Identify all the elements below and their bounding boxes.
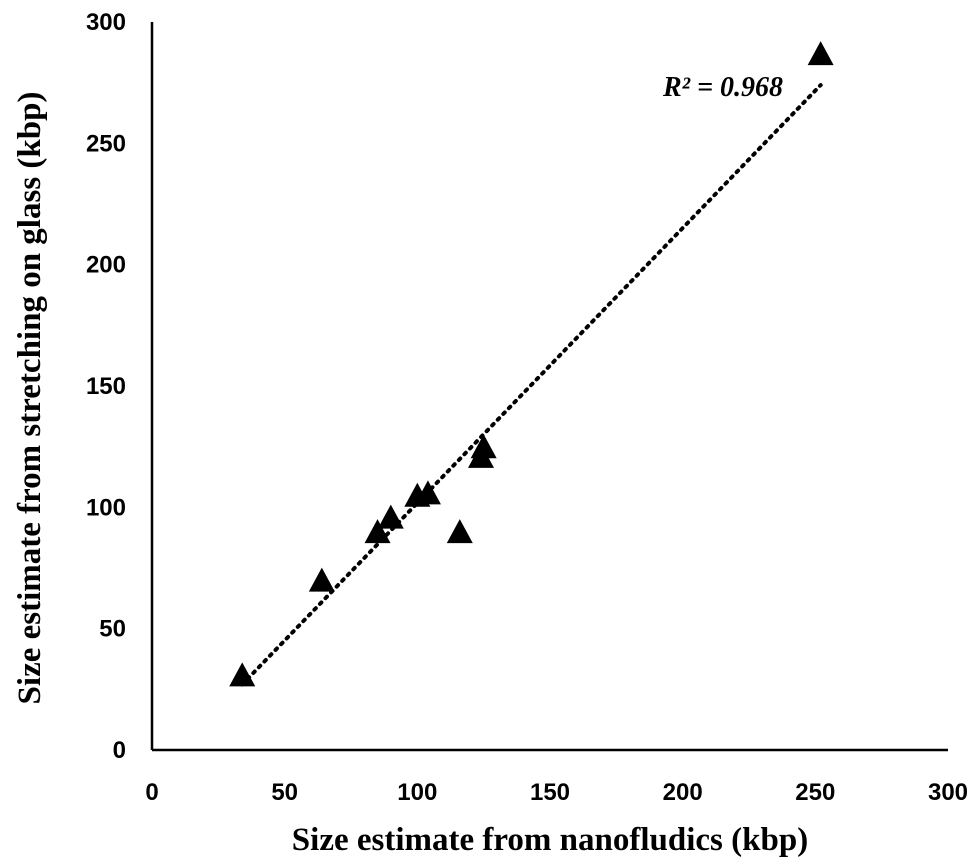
- data-point-triangle: [414, 480, 441, 505]
- y-tick-label: 200: [86, 252, 126, 279]
- data-point-triangle: [807, 41, 834, 66]
- data-point-triangle: [470, 434, 497, 459]
- x-tick-label: 250: [795, 779, 835, 806]
- y-tick-label: 150: [86, 373, 126, 400]
- y-tick-label: 300: [86, 9, 126, 36]
- r-squared-label: R² = 0.968: [662, 72, 783, 103]
- y-tick-label: 50: [99, 616, 126, 643]
- data-point-triangle: [364, 519, 391, 544]
- x-tick-label: 150: [530, 779, 570, 806]
- y-tick-label: 100: [86, 494, 126, 521]
- data-point-triangle: [377, 504, 404, 529]
- x-tick-label: 100: [397, 779, 437, 806]
- y-tick-label: 250: [86, 130, 126, 157]
- x-axis-title: Size estimate from nanofludics (kbp): [292, 822, 808, 858]
- x-tick-label: 200: [663, 779, 703, 806]
- y-axis-title: Size estimate from stretching on glass (…: [12, 92, 48, 705]
- x-tick-label: 50: [271, 779, 298, 806]
- x-tick-label: 300: [928, 779, 968, 806]
- data-point-triangle: [229, 662, 256, 687]
- x-tick-label: 0: [145, 779, 158, 806]
- y-tick-label: 0: [113, 737, 126, 764]
- data-point-triangle: [446, 519, 473, 544]
- trendline: [240, 83, 823, 687]
- data-point-triangle: [308, 567, 335, 592]
